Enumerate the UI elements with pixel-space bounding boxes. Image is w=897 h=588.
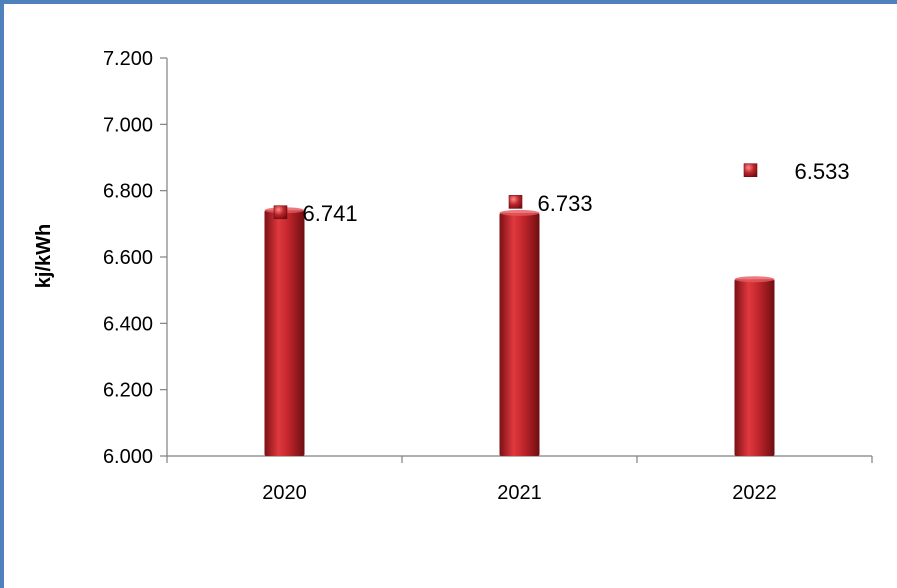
value-marker	[743, 163, 758, 178]
y-tick-label: 6.400	[103, 313, 153, 335]
value-marker	[273, 205, 288, 220]
y-tick-label: 6.800	[103, 181, 153, 203]
y-axis: 6.000 6.200 6.400 6.600 6.800 7.000 7.200	[103, 48, 168, 468]
data-label: 6.533	[795, 159, 850, 184]
x-tick-label: 2021	[497, 482, 542, 504]
bar-cap	[734, 276, 775, 283]
markers	[273, 163, 758, 220]
value-marker	[508, 195, 523, 209]
y-tick-label: 6.200	[103, 380, 153, 402]
y-tick-label: 6.600	[103, 247, 153, 269]
x-tick-label: 2022	[732, 482, 777, 504]
y-axis-title: kj/kWh	[33, 224, 55, 288]
bar	[734, 279, 775, 456]
y-tick-label: 7.200	[103, 48, 153, 70]
bar-cap	[499, 209, 540, 216]
x-tick-label: 2020	[262, 482, 307, 504]
y-tick-label: 6.000	[103, 446, 153, 468]
y-tick-label: 7.000	[103, 114, 153, 136]
data-label: 6.733	[538, 191, 593, 216]
bars	[264, 207, 775, 456]
bar	[499, 212, 540, 456]
data-label: 6.741	[303, 201, 358, 226]
data-labels: 6.741 6.733 6.533	[303, 159, 850, 226]
x-axis: 2020 2021 2022	[166, 455, 873, 504]
bar	[264, 210, 305, 456]
